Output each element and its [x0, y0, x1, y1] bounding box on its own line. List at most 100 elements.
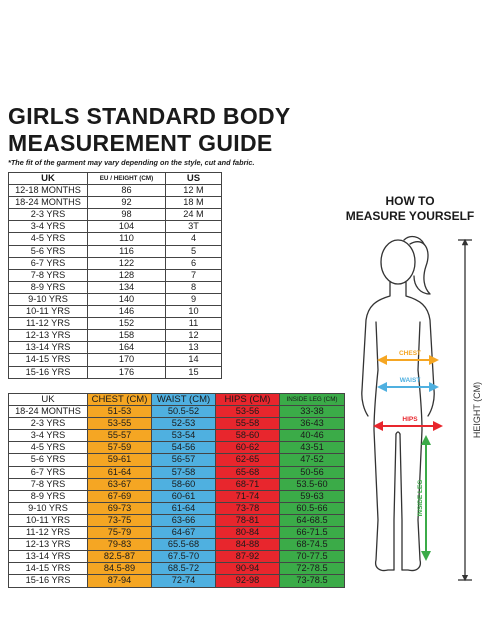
body-cell-hips: 84-88 — [215, 538, 280, 552]
size-cell-us: 12 — [165, 329, 222, 343]
height-label: HEIGHT (CM) — [472, 382, 482, 438]
body-cell-uk: 11-12 YRS — [8, 526, 88, 540]
girl-silhouette-figure: CHEST WAIST HIPS INSIDE LEG HEIGHT (CM) — [361, 235, 483, 582]
size-cell-eu-height: 176 — [87, 365, 166, 379]
size-cell-eu-height: 164 — [87, 341, 166, 355]
size-table-row: 11-12 YRS 152 11 — [8, 317, 222, 331]
body-cell-inside-leg: 73-78.5 — [279, 574, 345, 588]
size-cell-eu-height: 152 — [87, 317, 166, 331]
body-cell-inside-leg: 60.5-66 — [279, 501, 345, 515]
body-cell-waist: 65.5-68 — [151, 538, 216, 552]
body-cell-inside-leg: 47-52 — [279, 453, 345, 467]
size-cell-eu-height: 104 — [87, 220, 166, 234]
body-cell-waist: 72-74 — [151, 574, 216, 588]
size-cell-uk: 4-5 YRS — [8, 232, 88, 246]
howto-line-2: MEASURE YOURSELF — [345, 209, 475, 223]
size-table-row: 10-11 YRS 146 10 — [8, 305, 222, 319]
body-measurement-table: UK CHEST (CM) WAIST (CM) HIPS (CM) INSID… — [8, 392, 345, 588]
body-cell-waist: 54-56 — [151, 441, 216, 455]
size-table-row: 2-3 YRS 98 24 M — [8, 208, 222, 222]
body-header-chest: CHEST (CM) — [87, 392, 152, 407]
body-cell-uk: 14-15 YRS — [8, 562, 88, 576]
body-table-row: 12-13 YRS 79-83 65.5-68 84-88 68-74.5 — [8, 538, 345, 552]
size-cell-uk: 18-24 MONTHS — [8, 196, 88, 210]
size-cell-eu-height: 92 — [87, 196, 166, 210]
body-cell-inside-leg: 66-71.5 — [279, 526, 345, 540]
body-cell-chest: 53-55 — [87, 417, 152, 431]
body-table-row: 11-12 YRS 75-79 64-67 80-84 66-71.5 — [8, 526, 345, 540]
size-cell-eu-height: 116 — [87, 244, 166, 258]
size-cell-eu-height: 146 — [87, 305, 166, 319]
body-cell-uk: 2-3 YRS — [8, 417, 88, 431]
size-cell-eu-height: 140 — [87, 292, 166, 307]
how-to-measure-heading: HOW TO MEASURE YOURSELF — [330, 194, 490, 224]
title-line-1: GIRLS STANDARD BODY — [8, 103, 291, 129]
body-cell-waist: 52-53 — [151, 417, 216, 431]
body-cell-hips: 87-92 — [215, 550, 280, 564]
body-table-row: 4-5 YRS 57-59 54-56 60-62 43-51 — [8, 441, 345, 455]
size-cell-us: 11 — [165, 317, 222, 331]
body-header-uk: UK — [8, 392, 88, 407]
size-cell-eu-height: 122 — [87, 256, 166, 270]
size-table-row: 12-18 MONTHS 86 12 M — [8, 184, 222, 198]
body-table-row: 7-8 YRS 63-67 58-60 68-71 53.5-60 — [8, 477, 345, 491]
chest-label: CHEST — [399, 350, 421, 357]
size-cell-us: 24 M — [165, 208, 222, 222]
body-cell-inside-leg: 33-38 — [279, 405, 345, 419]
height-label-bg — [469, 380, 483, 438]
size-table-row: 9-10 YRS 140 9 — [8, 292, 222, 307]
body-table-row: 9-10 YRS 69-73 61-64 73-78 60.5-66 — [8, 501, 345, 515]
size-cell-uk: 14-15 YRS — [8, 353, 88, 367]
size-table-row: 12-13 YRS 158 12 — [8, 329, 222, 343]
size-cell-us: 4 — [165, 232, 222, 246]
fit-disclaimer: *The fit of the garment may vary dependi… — [8, 158, 255, 167]
size-cell-uk: 2-3 YRS — [8, 208, 88, 222]
body-cell-chest: 55-57 — [87, 429, 152, 443]
size-cell-eu-height: 128 — [87, 268, 166, 282]
body-header-hips: HIPS (CM) — [215, 392, 280, 407]
body-table-row: 8-9 YRS 67-69 60-61 71-74 59-63 — [8, 489, 345, 503]
size-cell-us: 13 — [165, 341, 222, 355]
size-table-row: 8-9 YRS 134 8 — [8, 280, 222, 294]
size-cell-us: 18 M — [165, 196, 222, 210]
body-cell-uk: 15-16 YRS — [8, 574, 88, 588]
size-cell-us: 12 M — [165, 184, 222, 198]
body-cell-uk: 7-8 YRS — [8, 477, 88, 491]
body-outline — [361, 235, 435, 572]
size-cell-uk: 9-10 YRS — [8, 292, 88, 307]
body-cell-chest: 87-94 — [87, 574, 152, 588]
size-header-us: US — [165, 171, 222, 186]
body-cell-inside-leg: 36-43 — [279, 417, 345, 431]
body-cell-chest: 73-75 — [87, 513, 152, 528]
size-table-row: 15-16 YRS 176 15 — [8, 365, 222, 379]
body-cell-inside-leg: 70-77.5 — [279, 550, 345, 564]
body-cell-inside-leg: 59-63 — [279, 489, 345, 503]
body-cell-hips: 73-78 — [215, 501, 280, 515]
body-cell-hips: 55-58 — [215, 417, 280, 431]
body-cell-waist: 56-57 — [151, 453, 216, 467]
size-cell-uk: 12-13 YRS — [8, 329, 88, 343]
body-cell-waist: 53-54 — [151, 429, 216, 443]
size-cell-uk: 12-18 MONTHS — [8, 184, 88, 198]
page-title: GIRLS STANDARD BODY MEASUREMENT GUIDE — [8, 103, 291, 157]
body-cell-waist: 61-64 — [151, 501, 216, 515]
body-cell-chest: 82.5-87 — [87, 550, 152, 564]
body-cell-uk: 4-5 YRS — [8, 441, 88, 455]
body-cell-hips: 78-81 — [215, 513, 280, 528]
size-table-header-row: UK EU / HEIGHT (CM) US — [8, 171, 222, 186]
body-cell-chest: 63-67 — [87, 477, 152, 491]
body-cell-hips: 92-98 — [215, 574, 280, 588]
size-table-row: 7-8 YRS 128 7 — [8, 268, 222, 282]
size-cell-us: 15 — [165, 365, 222, 379]
size-table-row: 4-5 YRS 110 4 — [8, 232, 222, 246]
size-cell-uk: 10-11 YRS — [8, 305, 88, 319]
body-cell-inside-leg: 64-68.5 — [279, 513, 345, 528]
body-cell-hips: 65-68 — [215, 465, 280, 479]
size-table-row: 18-24 MONTHS 92 18 M — [8, 196, 222, 210]
body-cell-uk: 6-7 YRS — [8, 465, 88, 479]
body-cell-inside-leg: 72-78.5 — [279, 562, 345, 576]
body-cell-uk: 3-4 YRS — [8, 429, 88, 443]
body-cell-chest: 67-69 — [87, 489, 152, 503]
size-cell-uk: 3-4 YRS — [8, 220, 88, 234]
size-table-row: 3-4 YRS 104 3T — [8, 220, 222, 234]
